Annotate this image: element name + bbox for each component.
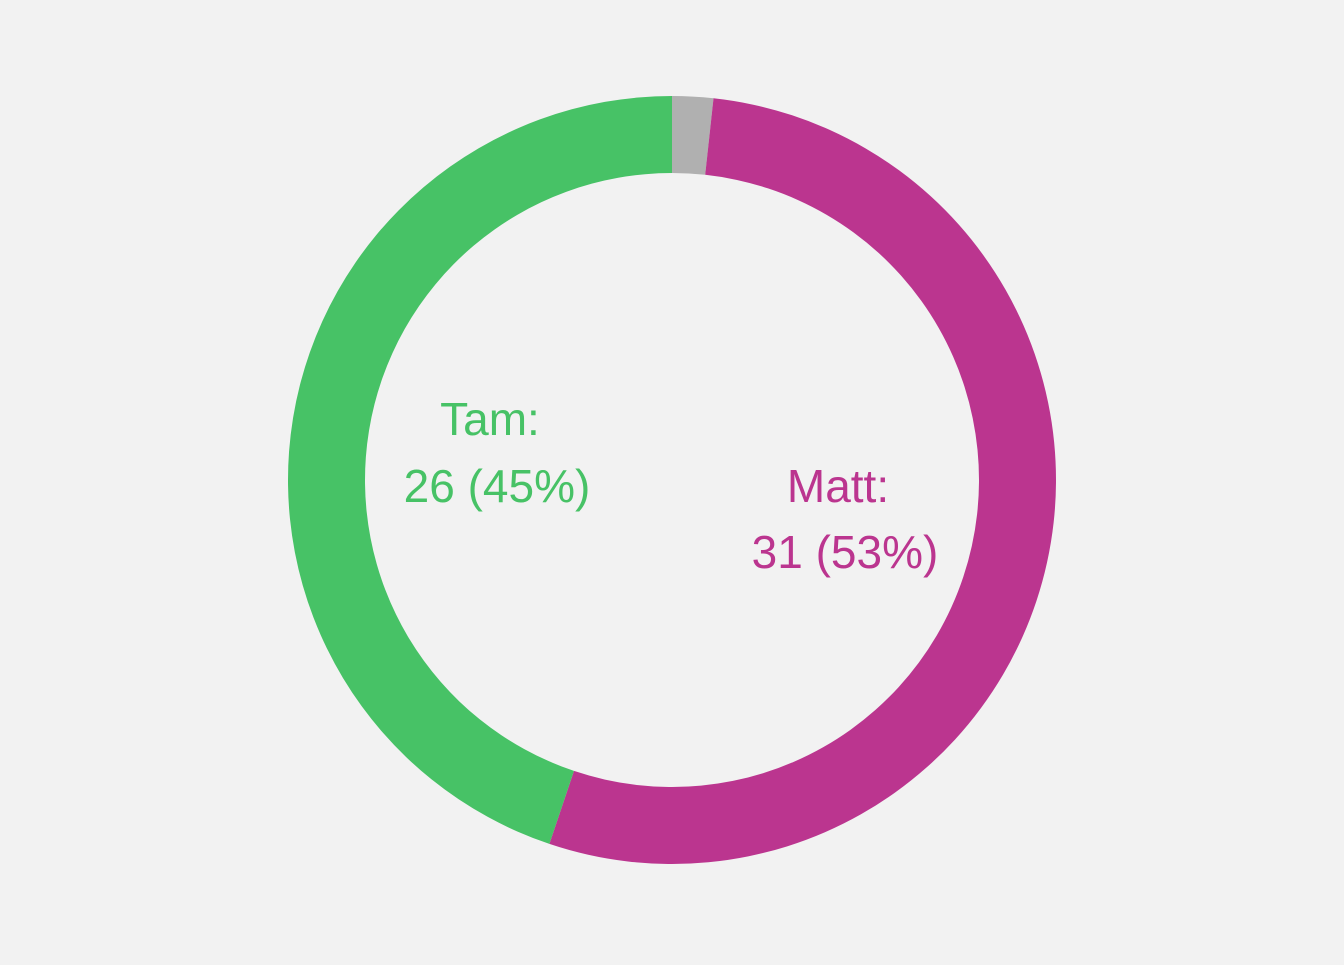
- slice-label-matt-name: Matt:: [787, 460, 889, 512]
- slice-label-tam-value: 26 (45%): [404, 460, 591, 512]
- donut-slice-tam: [287, 96, 672, 844]
- donut-labels: Matt: 31 (53%) Tam: 26 (45%): [404, 393, 939, 578]
- donut-slice-other: [672, 96, 714, 175]
- donut-slice-matt: [549, 98, 1056, 864]
- donut-slices: [287, 96, 1056, 864]
- slice-label-tam-name: Tam:: [440, 393, 540, 445]
- slice-label-matt-value: 31 (53%): [752, 526, 939, 578]
